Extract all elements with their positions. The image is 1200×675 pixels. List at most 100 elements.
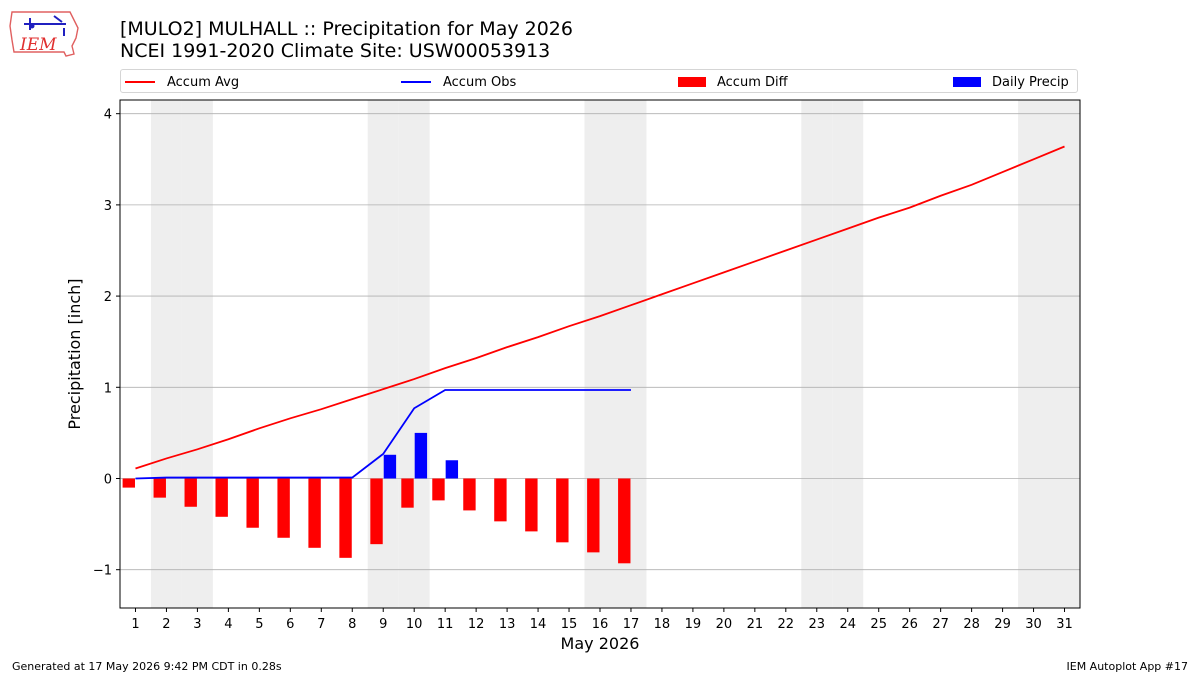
bar-daily-precip-10 — [414, 432, 428, 479]
bars — [122, 432, 631, 564]
x-tick-label-14: 14 — [530, 617, 547, 632]
bar-accum-diff-8 — [339, 478, 352, 558]
bar-accum-diff-3 — [184, 478, 197, 507]
x-tick-label-3: 3 — [193, 617, 201, 632]
bar-accum-diff-1 — [122, 478, 135, 488]
x-tick-label-25: 25 — [870, 617, 887, 632]
weekend-band-30 — [1018, 100, 1050, 608]
legend-item-accum-diff: Accum Diff — [678, 70, 788, 94]
bar-accum-diff-9 — [370, 478, 383, 545]
y-axis-ticks: −1 0 1 2 3 4 — [93, 108, 120, 579]
chart-title-line1: [MULO2] MULHALL :: Precipitation for May… — [120, 18, 573, 40]
x-tick-label-28: 28 — [963, 617, 980, 632]
x-tick-label-31: 31 — [1056, 617, 1073, 632]
grid-lines — [120, 113, 1080, 571]
weekend-band-24 — [832, 100, 864, 608]
x-tick-label-4: 4 — [224, 617, 232, 632]
x-tick-label-19: 19 — [685, 617, 702, 632]
y-tick-label-1: 1 — [104, 381, 112, 396]
bar-accum-diff-2 — [153, 478, 166, 498]
legend-swatch-accum-diff — [678, 77, 706, 87]
bar-daily-precip-9 — [383, 454, 397, 479]
bar-accum-diff-16 — [587, 478, 600, 553]
legend-swatch-daily-precip — [953, 77, 981, 87]
y-tick-label-2: 2 — [104, 290, 112, 305]
chart-title: [MULO2] MULHALL :: Precipitation for May… — [120, 18, 573, 62]
x-tick-label-22: 22 — [778, 617, 795, 632]
x-tick-label-29: 29 — [994, 617, 1011, 632]
logo-text: IEM — [19, 35, 57, 55]
x-axis-ticks: 1 2 3 4 5 6 7 8 9 10 11 12 13 14 15 16 17 18 19 20 21 22 23 24 2… — [131, 608, 1073, 632]
x-tick-label-2: 2 — [162, 617, 170, 632]
weekend-band-31 — [1049, 100, 1080, 608]
x-tick-label-6: 6 — [286, 617, 294, 632]
x-tick-label-11: 11 — [437, 617, 454, 632]
bar-accum-diff-6 — [277, 478, 290, 538]
bar-accum-diff-17 — [618, 478, 631, 564]
bar-accum-diff-12 — [463, 478, 476, 511]
x-tick-label-21: 21 — [747, 617, 764, 632]
legend-swatch-accum-avg — [125, 81, 155, 83]
x-tick-label-12: 12 — [468, 617, 485, 632]
weekend-shading — [150, 100, 1080, 608]
footer-app: IEM Autoplot App #17 — [1066, 660, 1189, 673]
bar-accum-diff-15 — [556, 478, 569, 543]
y-tick-label-4: 4 — [104, 108, 112, 123]
x-tick-label-18: 18 — [654, 617, 671, 632]
bar-daily-precip-2 — [166, 477, 180, 479]
x-tick-label-26: 26 — [901, 617, 918, 632]
footer-generated: Generated at 17 May 2026 9:42 PM CDT in … — [12, 660, 282, 673]
legend-item-accum-obs: Accum Obs — [401, 70, 516, 94]
line-accum-obs — [135, 389, 631, 480]
iem-logo: IEM — [9, 11, 79, 57]
x-tick-label-17: 17 — [623, 617, 640, 632]
weekend-band-23 — [801, 100, 833, 608]
x-tick-label-9: 9 — [379, 617, 387, 632]
bar-accum-diff-7 — [308, 478, 321, 548]
x-tick-label-8: 8 — [348, 617, 356, 632]
line-accum-avg — [135, 145, 1065, 470]
legend-label-daily-precip: Daily Precip — [992, 74, 1069, 90]
chart-title-line2: NCEI 1991-2020 Climate Site: USW00053913 — [120, 40, 551, 62]
x-tick-label-10: 10 — [406, 617, 423, 632]
weekend-band-3 — [181, 100, 213, 608]
legend-label-accum-obs: Accum Obs — [443, 74, 517, 90]
y-tick-label-3: 3 — [104, 199, 112, 214]
legend-label-accum-diff: Accum Diff — [717, 74, 788, 90]
bar-accum-diff-4 — [215, 478, 228, 517]
bar-accum-diff-11 — [432, 478, 445, 501]
series-lines — [135, 145, 1065, 480]
x-axis-label: May 2026 — [561, 634, 640, 653]
x-tick-label-27: 27 — [932, 617, 949, 632]
plot-frame — [119, 99, 1081, 609]
x-tick-label-13: 13 — [499, 617, 516, 632]
bar-accum-diff-13 — [494, 478, 507, 522]
weekend-band-2 — [150, 100, 182, 608]
y-tick-label--1: −1 — [93, 564, 112, 579]
chart-legend: Accum Avg Accum Obs Accum Diff Daily Pre… — [120, 69, 1078, 93]
bar-accum-diff-5 — [246, 478, 259, 528]
x-tick-label-15: 15 — [561, 617, 578, 632]
x-tick-label-23: 23 — [809, 617, 826, 632]
x-tick-label-20: 20 — [716, 617, 733, 632]
x-tick-label-24: 24 — [839, 617, 856, 632]
weather-symbol-icon — [24, 15, 66, 36]
bar-daily-precip-11 — [445, 460, 459, 479]
legend-label-accum-avg: Accum Avg — [167, 74, 240, 90]
x-tick-label-1: 1 — [131, 617, 139, 632]
x-tick-label-5: 5 — [255, 617, 263, 632]
bar-accum-diff-14 — [525, 478, 538, 532]
y-axis-label: Precipitation [inch] — [65, 278, 84, 429]
x-tick-label-7: 7 — [317, 617, 325, 632]
legend-swatch-accum-obs — [401, 81, 431, 83]
y-tick-label-0: 0 — [104, 472, 112, 487]
x-tick-label-16: 16 — [592, 617, 609, 632]
weekend-band-9 — [367, 100, 399, 608]
weekend-band-10 — [398, 100, 430, 608]
legend-item-accum-avg: Accum Avg — [125, 70, 239, 94]
bar-accum-diff-10 — [401, 478, 414, 508]
weekend-band-16 — [584, 100, 616, 608]
legend-item-daily-precip: Daily Precip — [953, 70, 1069, 94]
x-tick-label-30: 30 — [1025, 617, 1042, 632]
